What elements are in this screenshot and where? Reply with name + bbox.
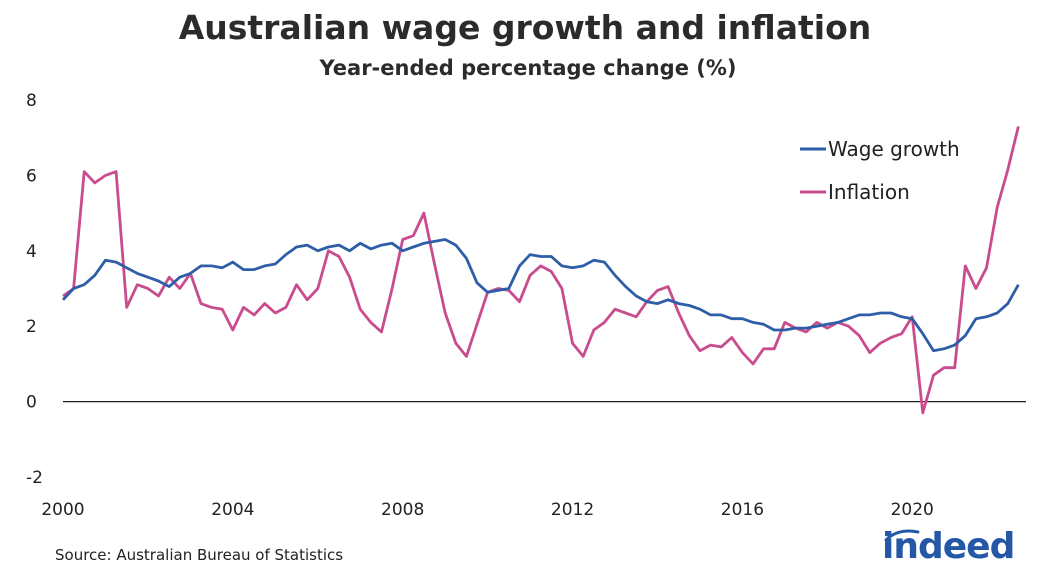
x-tick-label: 2000 — [41, 500, 84, 520]
series-line-wage-growth — [61, 238, 1020, 353]
indeed-logo: indeed — [874, 526, 1044, 572]
x-tick-label: 2008 — [381, 500, 424, 520]
y-tick-label: 6 — [26, 166, 37, 186]
logo-wordmark: indeed — [882, 526, 1015, 567]
legend-label: Inflation — [828, 180, 910, 204]
source-note: Source: Australian Bureau of Statistics — [55, 546, 344, 564]
x-tick-label: 2016 — [721, 500, 764, 520]
chart-title: Australian wage growth and inflation — [178, 8, 872, 47]
logo-arc-icon — [884, 529, 920, 542]
x-tick-label: 2012 — [551, 500, 594, 520]
x-tick-label: 2020 — [891, 500, 934, 520]
series-line-inflation — [62, 126, 1020, 415]
legend-label: Wage growth — [828, 137, 960, 161]
series-lines — [61, 126, 1020, 415]
y-tick-label: -2 — [26, 468, 43, 488]
y-tick-label: 2 — [26, 317, 37, 337]
chart-subtitle: Year-ended percentage change (%) — [319, 56, 737, 80]
x-tick-label: 2004 — [211, 500, 254, 520]
y-tick-label: 4 — [26, 242, 37, 262]
legend: Wage growth Inflation — [800, 137, 960, 204]
y-tick-label: 8 — [26, 91, 37, 111]
y-tick-label: 0 — [26, 393, 37, 413]
x-axis-ticks: 2000 2004 2008 2012 2016 2020 — [41, 500, 933, 520]
y-axis-ticks: -2 0 2 4 6 8 — [26, 91, 43, 488]
